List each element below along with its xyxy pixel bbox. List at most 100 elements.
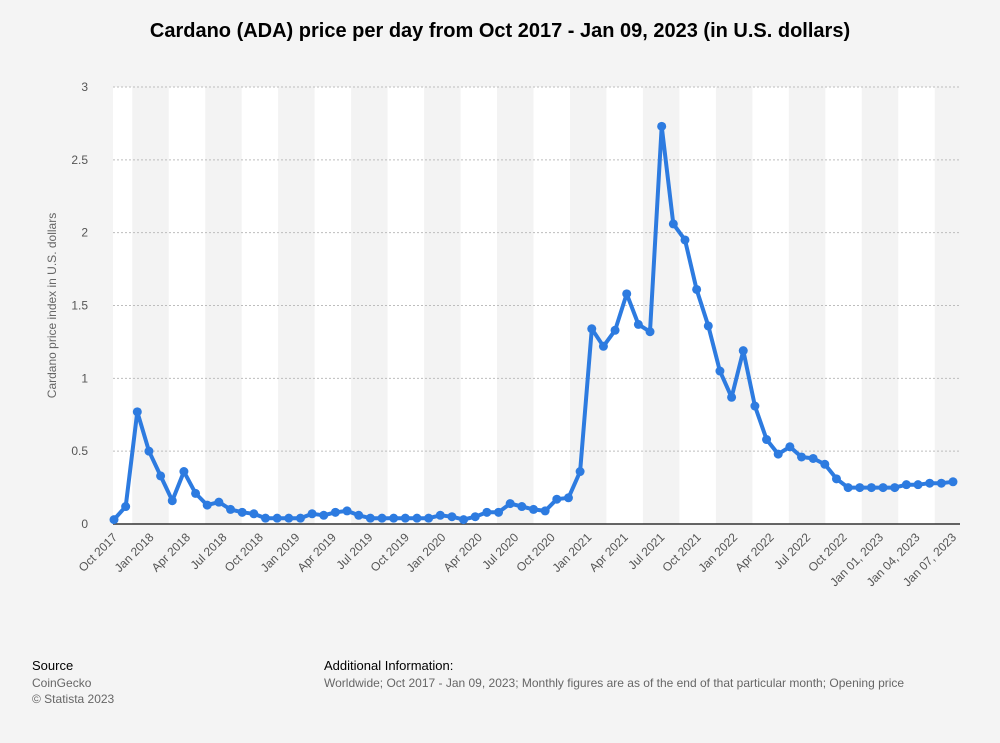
x-tick-label: Apr 2022 bbox=[732, 530, 777, 575]
y-tick-label: 2.5 bbox=[71, 153, 88, 167]
y-tick-label: 0.5 bbox=[71, 444, 88, 458]
x-tick-label: Jan 2018 bbox=[112, 530, 157, 575]
x-tick-label: Jan 2022 bbox=[695, 530, 740, 575]
source-line-1: CoinGecko bbox=[32, 676, 92, 690]
chart-title: Cardano (ADA) price per day from Oct 201… bbox=[149, 20, 851, 42]
data-point bbox=[692, 284, 702, 294]
data-point bbox=[132, 407, 142, 417]
data-point bbox=[808, 453, 818, 463]
grid-band bbox=[497, 87, 534, 524]
data-point bbox=[657, 121, 667, 131]
additional-info-block: Additional Information: Worldwide; Oct 2… bbox=[324, 658, 904, 691]
data-point bbox=[226, 504, 236, 514]
data-point bbox=[365, 513, 375, 523]
x-tick-label: Apr 2021 bbox=[586, 530, 631, 575]
data-point bbox=[785, 442, 795, 452]
data-point bbox=[330, 507, 340, 517]
data-point bbox=[167, 496, 177, 506]
data-point bbox=[424, 513, 434, 523]
grid-band bbox=[569, 87, 607, 524]
x-tick-label: Jan 2021 bbox=[550, 530, 595, 575]
data-point bbox=[727, 392, 737, 402]
data-point bbox=[459, 515, 469, 525]
data-point bbox=[890, 483, 900, 493]
data-point bbox=[552, 494, 562, 504]
data-point bbox=[820, 459, 830, 469]
y-tick-label: 3 bbox=[81, 80, 88, 94]
data-point bbox=[703, 321, 713, 331]
data-point bbox=[831, 474, 841, 484]
data-point bbox=[925, 478, 935, 488]
data-point bbox=[319, 510, 329, 520]
data-point bbox=[179, 467, 189, 477]
data-point bbox=[494, 507, 504, 517]
data-point bbox=[936, 478, 946, 488]
data-point bbox=[342, 506, 352, 516]
data-point bbox=[272, 513, 282, 523]
data-point bbox=[668, 219, 678, 229]
x-tick-label: Apr 2018 bbox=[149, 530, 194, 575]
data-point bbox=[762, 435, 772, 445]
y-axis-title: Cardano price index in U.S. dollars bbox=[45, 213, 59, 398]
additional-info-heading: Additional Information: bbox=[324, 658, 454, 673]
data-point bbox=[447, 512, 457, 522]
data-point bbox=[109, 515, 119, 525]
data-point bbox=[598, 341, 608, 351]
data-point bbox=[284, 513, 294, 523]
source-line-2: © Statista 2023 bbox=[32, 692, 115, 706]
source-block: Source CoinGecko © Statista 2023 bbox=[32, 658, 114, 707]
data-point bbox=[622, 289, 632, 299]
data-point bbox=[563, 493, 573, 503]
data-point bbox=[843, 483, 853, 493]
price-line-chart: 0 0.5 1 1.5 2 2.5 3 Cardano price index in U.S.… bbox=[45, 80, 960, 589]
data-point bbox=[202, 500, 212, 510]
data-point bbox=[505, 499, 515, 509]
data-point bbox=[575, 467, 585, 477]
data-point bbox=[587, 324, 597, 334]
data-point bbox=[156, 471, 166, 481]
data-point bbox=[389, 513, 399, 523]
data-point bbox=[482, 507, 492, 517]
x-tick-label: Apr 2019 bbox=[295, 530, 340, 575]
grid-band bbox=[205, 87, 242, 524]
data-point bbox=[645, 327, 655, 337]
source-heading: Source bbox=[32, 658, 74, 673]
data-point bbox=[295, 513, 305, 523]
data-point bbox=[435, 510, 445, 520]
grid-band bbox=[278, 87, 315, 524]
data-point bbox=[540, 506, 550, 516]
data-point bbox=[400, 513, 410, 523]
data-point bbox=[797, 452, 807, 462]
data-point bbox=[354, 510, 364, 520]
x-tick-label: Jan 2019 bbox=[258, 530, 303, 575]
x-tick-label: Jan 2020 bbox=[404, 530, 449, 575]
data-point bbox=[214, 497, 224, 507]
y-tick-label: 2 bbox=[81, 226, 88, 240]
data-point bbox=[948, 477, 958, 487]
data-point bbox=[121, 502, 131, 512]
data-point bbox=[750, 401, 760, 411]
data-point bbox=[901, 480, 911, 490]
data-point bbox=[144, 446, 154, 456]
additional-info-text: Worldwide; Oct 2017 - Jan 09, 2023; Mont… bbox=[324, 676, 905, 690]
data-point bbox=[237, 507, 247, 517]
data-point bbox=[470, 512, 480, 522]
data-point bbox=[377, 513, 387, 523]
data-point bbox=[307, 509, 317, 519]
data-point bbox=[517, 502, 527, 512]
x-tick-label: Apr 2020 bbox=[441, 530, 486, 575]
data-point bbox=[878, 483, 888, 493]
grid-band bbox=[861, 87, 899, 524]
data-point bbox=[633, 319, 643, 329]
data-point bbox=[610, 325, 620, 335]
data-point bbox=[738, 346, 748, 356]
y-tick-label: 1 bbox=[81, 371, 88, 385]
data-point bbox=[529, 504, 538, 514]
data-point bbox=[191, 488, 201, 498]
data-point bbox=[715, 366, 725, 376]
y-tick-label: 1.5 bbox=[71, 299, 88, 313]
data-point bbox=[249, 509, 259, 519]
data-point bbox=[412, 513, 422, 523]
data-point bbox=[866, 483, 876, 493]
data-point bbox=[680, 235, 690, 245]
